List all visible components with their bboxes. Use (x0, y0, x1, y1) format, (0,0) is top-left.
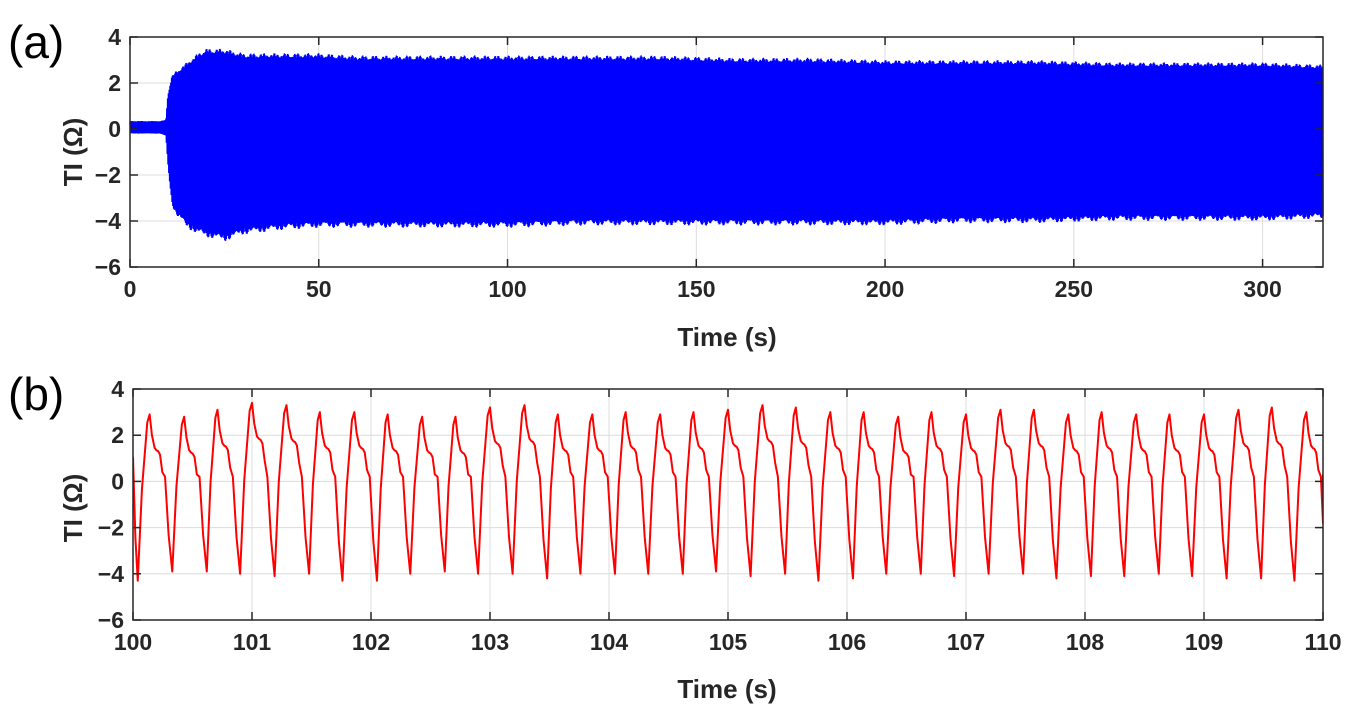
y-tick-label: −4 (95, 208, 121, 234)
x-tick-label: 103 (471, 629, 509, 655)
x-tick-label: 50 (306, 276, 332, 302)
y-tick-label: 4 (111, 376, 124, 402)
x-tick-label: 100 (488, 276, 526, 302)
y-tick-label: −4 (98, 561, 124, 587)
panel-a-data (129, 48, 1324, 241)
x-tick-label: 100 (114, 629, 152, 655)
panel-a-ylabel: TI (Ω) (58, 118, 88, 187)
x-tick-label: 110 (1304, 629, 1341, 655)
panel-a-ticks: 0 50 100 150 200 250 300 −6 −4 −2 0 2 4 (95, 24, 1323, 302)
panel-b-plot: 100 101 102 103 104 105 106 107 108 109 110 −6 −4 −2 0… (98, 376, 1342, 655)
x-tick-label: 104 (590, 629, 629, 655)
x-tick-label: 250 (1055, 276, 1093, 302)
panel-a-label: (a) (8, 16, 64, 68)
x-tick-label: 108 (1066, 629, 1105, 655)
y-tick-label: −6 (95, 254, 121, 280)
panel-b-ylabel: TI (Ω) (58, 474, 88, 543)
x-tick-label: 106 (828, 629, 866, 655)
series-line (133, 401, 1323, 582)
x-tick-label: 300 (1243, 276, 1281, 302)
y-tick-label: −2 (98, 515, 124, 541)
y-tick-label: 0 (108, 116, 121, 142)
panel-b-data (133, 401, 1323, 582)
y-tick-label: 2 (111, 422, 124, 448)
panel-a-plot: 0 50 100 150 200 250 300 −6 −4 −2 0 2 4 (95, 24, 1324, 302)
x-tick-label: 107 (947, 629, 985, 655)
y-tick-label: −2 (95, 162, 121, 188)
x-tick-label: 101 (233, 629, 272, 655)
x-tick-label: 0 (124, 276, 137, 302)
panel-b-label: (b) (8, 368, 64, 420)
panel-a-xlabel: Time (s) (677, 322, 776, 352)
y-tick-label: 4 (108, 24, 121, 50)
x-tick-label: 109 (1185, 629, 1223, 655)
y-tick-label: 0 (111, 468, 124, 494)
x-tick-label: 200 (866, 276, 904, 302)
panel-a-axes-frame (129, 36, 1324, 268)
series-line (129, 48, 1324, 241)
x-tick-label: 102 (352, 629, 390, 655)
y-tick-label: −6 (98, 607, 124, 633)
panel-b-ticks: 100 101 102 103 104 105 106 107 108 109 110 −6 −4 −2 0… (98, 376, 1342, 655)
x-tick-label: 105 (709, 629, 748, 655)
x-tick-label: 150 (677, 276, 715, 302)
panel-b-xlabel: Time (s) (677, 674, 776, 704)
y-tick-label: 2 (108, 70, 121, 96)
